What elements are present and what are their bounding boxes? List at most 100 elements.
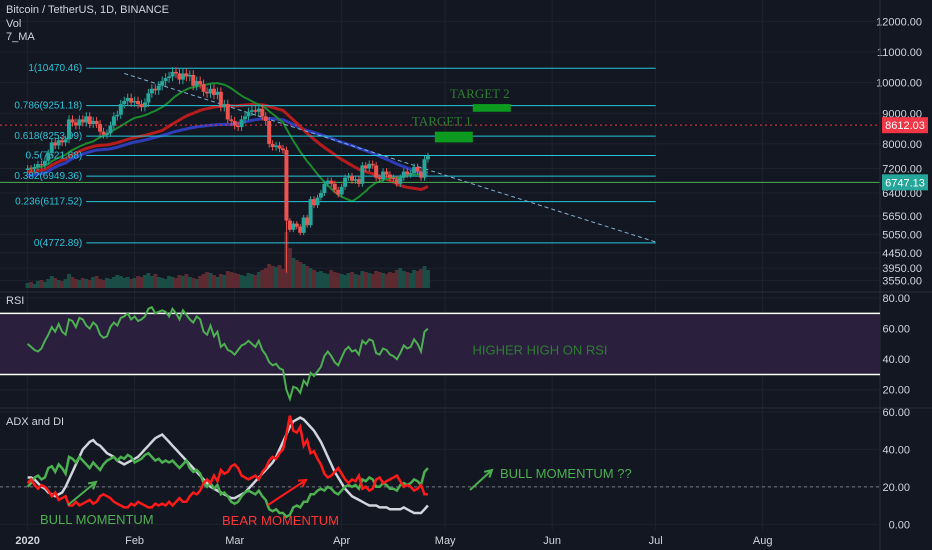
target-label: TARGET 2 (450, 86, 510, 101)
volume-bar (350, 272, 354, 288)
candle-body (363, 165, 368, 169)
volume-bar (274, 267, 279, 288)
volume-bar (184, 274, 189, 288)
candle-body (94, 120, 99, 125)
symbol-title[interactable]: Bitcoin / TetherUS, 1D, BINANCE (6, 4, 170, 16)
volume-bar (367, 273, 372, 288)
ma-green-line (27, 82, 429, 203)
volume-bar (401, 271, 406, 288)
bull-momentum-question-arrow (469, 469, 493, 491)
volume-bar (387, 272, 392, 288)
rsi-tick-label: 40.00 (882, 354, 910, 366)
candle-body (70, 119, 75, 123)
volume-bar (336, 273, 341, 288)
candle-body (160, 81, 165, 86)
volume-bar (249, 274, 254, 288)
price-label-box (882, 174, 928, 191)
volume-bar (339, 274, 344, 288)
volume-bar (198, 276, 203, 288)
volume-bar (243, 276, 248, 288)
rsi-pane[interactable]: HIGHER HIGH ON RSI 80.0060.0040.0020.00 … (0, 293, 910, 403)
candle-body (236, 125, 241, 128)
candle-body (370, 163, 375, 166)
volume-bar (225, 271, 230, 288)
price-pane[interactable]: 1(10470.46) 0.786(9251.18) 0.618(8253.99) 0… (0, 16, 928, 288)
volume-bar (415, 271, 420, 288)
candle-body (156, 85, 161, 91)
volume-bar (29, 282, 34, 288)
volume-bar (346, 273, 351, 288)
volume-bar (108, 279, 113, 288)
volume-bar (287, 248, 292, 288)
time-axis[interactable]: 2020 Feb Mar Apr May Jun Jul Aug (15, 535, 772, 547)
volume-bar (239, 275, 244, 288)
volume-bar (294, 260, 299, 288)
rsi-band (0, 312, 880, 376)
volume-bar (174, 278, 178, 288)
volume-bar (222, 275, 227, 288)
candle-body (46, 153, 51, 161)
candle-body (401, 171, 406, 178)
volume-bar (53, 278, 58, 288)
volume-bar (35, 281, 40, 288)
volume-indicator-label[interactable]: Vol (6, 18, 22, 30)
candle-body (419, 171, 424, 178)
volume-bar (163, 279, 168, 288)
time-tick-label: Jun (543, 535, 561, 547)
candle-body (53, 142, 58, 146)
candle-body (387, 174, 392, 178)
volume-bar (67, 274, 72, 288)
candle-body (125, 97, 130, 102)
trendline (124, 72, 656, 243)
bear-momentum-arrow-head (297, 478, 308, 488)
volume-bar (42, 282, 47, 288)
volume-bar (201, 274, 206, 288)
adx-pane-title: ADX and DI (6, 416, 64, 428)
volume-bar (39, 280, 44, 288)
candle-body (343, 177, 348, 187)
candle-body (222, 104, 227, 108)
rsi-annotation: HIGHER HIGH ON RSI (472, 343, 607, 358)
candle-body (229, 119, 234, 121)
candle-body (101, 131, 106, 135)
adx-di-lines: BULL MOMENTUM BEAR MOMENTUM BULL MOMENTUM … (26, 415, 632, 528)
volume-bar (115, 275, 120, 288)
candle-body (381, 171, 386, 180)
ma-indicator-label[interactable]: 7_MA (6, 31, 35, 43)
time-tick-label: Mar (225, 535, 244, 547)
volume-bar (353, 274, 358, 288)
candle-body (132, 101, 137, 103)
volume-bar (60, 281, 65, 288)
volume-bar (63, 279, 68, 288)
candle-body (318, 192, 323, 198)
candle-body (208, 88, 213, 94)
volume-bar (277, 265, 282, 288)
adx-pane[interactable]: BULL MOMENTUM BEAR MOMENTUM BULL MOMENTUM … (0, 407, 910, 531)
price-axis[interactable]: 12000.0011000.0010000.009000.008000.0072… (876, 16, 928, 287)
volume-bar (205, 272, 210, 288)
volume-bar (177, 275, 182, 288)
volume-bar (167, 276, 172, 288)
candle-body (408, 173, 413, 175)
target-label: TARGET 1 (412, 114, 472, 129)
fibonacci-retracement[interactable]: 1(10470.46) 0.786(9251.18) 0.618(8253.99) 0… (14, 63, 656, 249)
volume-bar (408, 273, 413, 288)
candle-body (174, 71, 178, 74)
candle-body (177, 73, 182, 80)
volume-bar (253, 275, 258, 288)
volume-bar (398, 268, 403, 288)
price-label: 6747.13 (885, 177, 925, 189)
candle-body (415, 166, 420, 172)
adx-tick-label: 40.00 (882, 444, 910, 456)
candle-body (263, 116, 268, 121)
candle-body (29, 168, 34, 170)
time-gridlines (27, 0, 764, 530)
volume-bar (104, 278, 109, 288)
bull-momentum-label: BULL MOMENTUM (40, 512, 154, 527)
volume-bar (315, 272, 320, 288)
candle-body (73, 122, 78, 126)
rsi-band-fill (0, 313, 880, 375)
candle-body (350, 176, 354, 181)
candle-body (374, 165, 379, 178)
fib-level-label: 1(10470.46) (28, 63, 82, 74)
